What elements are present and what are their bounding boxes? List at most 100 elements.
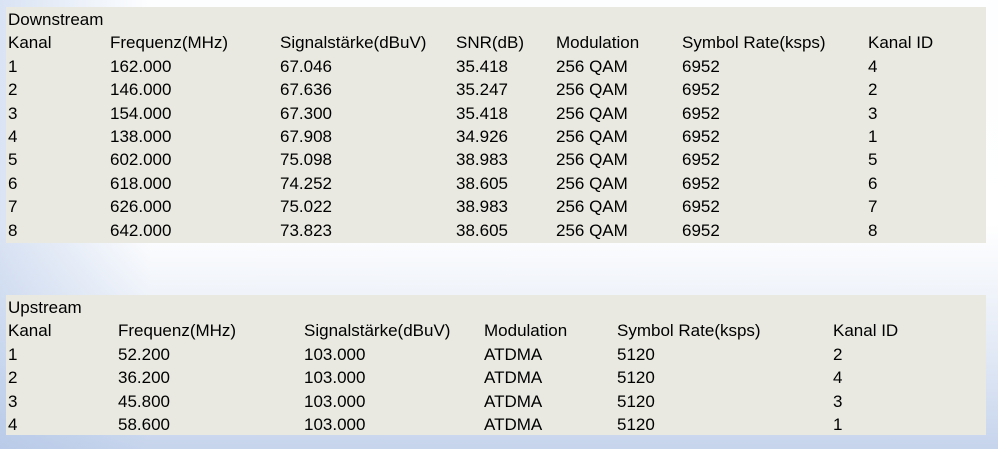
cell-frequenz: 626.000: [110, 197, 172, 217]
cell-kanal: 6: [8, 173, 18, 193]
table-row: 4 138.000 67.908 34.926 256 QAM 6952 1: [6, 125, 986, 148]
cell-kanal-id: 1: [833, 415, 843, 435]
downstream-section-title: Downstream: [8, 10, 104, 29]
cell-frequenz: 52.200: [118, 344, 170, 364]
cell-kanal-id: 8: [868, 220, 878, 240]
cell-symbol-rate: 6952: [682, 103, 720, 123]
cell-snr: 35.247: [456, 80, 508, 100]
cell-symbol-rate: 5120: [617, 368, 655, 388]
column-header: Kanal: [8, 33, 52, 53]
cell-snr: 35.418: [456, 56, 508, 76]
upstream-channels-table: Upstream Kanal Frequenz(MHz) Signalstärk…: [6, 295, 986, 435]
upstream-rows: 1 52.200 103.000 ATDMA 5120 2 2 36.200 1…: [6, 343, 986, 437]
cell-modulation: ATDMA: [484, 368, 543, 388]
table-row: 4 58.600 103.000 ATDMA 5120 1: [6, 413, 986, 436]
table-row: 7 626.000 75.022 38.983 256 QAM 6952 7: [6, 195, 986, 218]
cell-signalstaerke: 73.823: [280, 220, 332, 240]
cell-frequenz: 45.800: [118, 391, 170, 411]
cell-kanal-id: 5: [868, 150, 878, 170]
cell-kanal: 1: [8, 344, 18, 364]
cell-signalstaerke: 67.046: [280, 56, 332, 76]
cell-snr: 34.926: [456, 127, 508, 147]
cell-snr: 35.418: [456, 103, 508, 123]
cell-kanal: 5: [8, 150, 18, 170]
cell-modulation: 256 QAM: [556, 127, 628, 147]
downstream-header-row: Kanal Frequenz(MHz) Signalstärke(dBuV) S…: [6, 31, 986, 54]
cell-symbol-rate: 5120: [617, 391, 655, 411]
cell-symbol-rate: 6952: [682, 150, 720, 170]
column-header: Signalstärke(dBuV): [280, 33, 427, 53]
column-header: Modulation: [556, 33, 640, 53]
cell-modulation: 256 QAM: [556, 56, 628, 76]
table-row: 5 602.000 75.098 38.983 256 QAM 6952 5: [6, 148, 986, 171]
cell-modulation: ATDMA: [484, 415, 543, 435]
cell-kanal: 8: [8, 220, 18, 240]
cell-kanal-id: 4: [868, 56, 878, 76]
downstream-channels-table: Downstream Kanal Frequenz(MHz) Signalstä…: [6, 7, 986, 243]
cell-frequenz: 154.000: [110, 103, 172, 123]
cell-kanal: 4: [8, 415, 18, 435]
cell-modulation: 256 QAM: [556, 80, 628, 100]
table-row: 8 642.000 73.823 38.605 256 QAM 6952 8: [6, 219, 986, 242]
cell-kanal-id: 7: [868, 197, 878, 217]
column-header: Symbol Rate(ksps): [682, 33, 826, 53]
cell-snr: 38.983: [456, 150, 508, 170]
cell-modulation: 256 QAM: [556, 173, 628, 193]
cell-kanal: 4: [8, 127, 18, 147]
cell-symbol-rate: 6952: [682, 127, 720, 147]
cell-signalstaerke: 103.000: [304, 391, 366, 411]
column-header: Symbol Rate(ksps): [617, 321, 761, 341]
cell-symbol-rate: 5120: [617, 415, 655, 435]
upstream-section-title: Upstream: [8, 298, 82, 317]
cell-kanal: 3: [8, 103, 18, 123]
table-row: 1 162.000 67.046 35.418 256 QAM 6952 4: [6, 55, 986, 78]
cell-symbol-rate: 6952: [682, 173, 720, 193]
cell-signalstaerke: 67.300: [280, 103, 332, 123]
upstream-header-row: Kanal Frequenz(MHz) Signalstärke(dBuV) M…: [6, 319, 986, 342]
cell-kanal: 2: [8, 368, 18, 388]
cell-kanal-id: 2: [868, 80, 878, 100]
cell-signalstaerke: 103.000: [304, 415, 366, 435]
downstream-rows: 1 162.000 67.046 35.418 256 QAM 6952 4 2…: [6, 55, 986, 242]
column-header: Kanal ID: [833, 321, 899, 341]
cell-modulation: 256 QAM: [556, 220, 628, 240]
cell-modulation: 256 QAM: [556, 103, 628, 123]
cell-signalstaerke: 103.000: [304, 368, 366, 388]
column-header: Frequenz(MHz): [110, 33, 229, 53]
column-header: SNR(dB): [456, 33, 525, 53]
cell-symbol-rate: 6952: [682, 80, 720, 100]
cell-snr: 38.605: [456, 173, 508, 193]
cell-frequenz: 58.600: [118, 415, 170, 435]
cell-modulation: 256 QAM: [556, 197, 628, 217]
cell-frequenz: 602.000: [110, 150, 172, 170]
table-row: 2 146.000 67.636 35.247 256 QAM 6952 2: [6, 78, 986, 101]
cell-kanal-id: 3: [868, 103, 878, 123]
cell-kanal-id: 2: [833, 344, 843, 364]
cell-symbol-rate: 6952: [682, 56, 720, 76]
cell-signalstaerke: 74.252: [280, 173, 332, 193]
cell-kanal: 3: [8, 391, 18, 411]
cell-frequenz: 162.000: [110, 56, 172, 76]
cell-kanal-id: 6: [868, 173, 878, 193]
column-header: Kanal ID: [868, 33, 934, 53]
table-row: 3 154.000 67.300 35.418 256 QAM 6952 3: [6, 102, 986, 125]
cell-frequenz: 642.000: [110, 220, 172, 240]
cell-signalstaerke: 67.636: [280, 80, 332, 100]
cell-kanal: 7: [8, 197, 18, 217]
cell-frequenz: 36.200: [118, 368, 170, 388]
cell-signalstaerke: 103.000: [304, 344, 366, 364]
cell-modulation: 256 QAM: [556, 150, 628, 170]
column-header: Modulation: [484, 321, 568, 341]
cell-snr: 38.983: [456, 197, 508, 217]
cell-modulation: ATDMA: [484, 391, 543, 411]
cell-kanal: 1: [8, 56, 18, 76]
cell-kanal-id: 4: [833, 368, 843, 388]
cell-signalstaerke: 75.098: [280, 150, 332, 170]
cell-signalstaerke: 67.908: [280, 127, 332, 147]
cell-kanal: 2: [8, 80, 18, 100]
table-row: 2 36.200 103.000 ATDMA 5120 4: [6, 366, 986, 389]
cell-kanal-id: 3: [833, 391, 843, 411]
cell-frequenz: 146.000: [110, 80, 172, 100]
cell-signalstaerke: 75.022: [280, 197, 332, 217]
